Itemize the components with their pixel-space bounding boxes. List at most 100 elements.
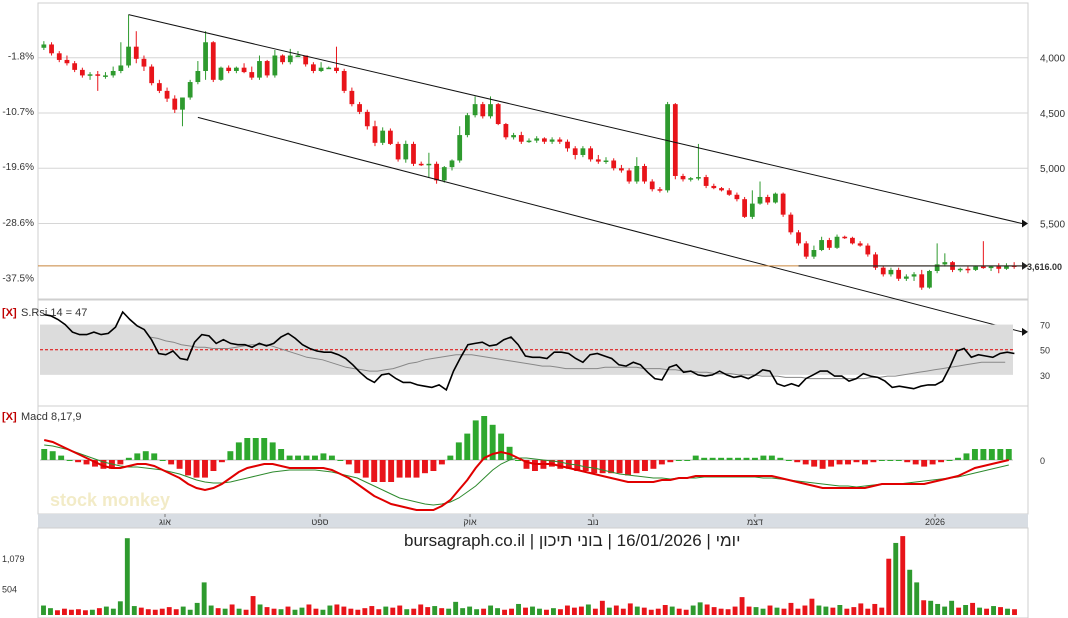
volume-bar xyxy=(627,603,633,615)
candle-body xyxy=(580,148,586,155)
macd-histogram-bar xyxy=(345,460,352,465)
price-panel-bg xyxy=(37,2,1029,300)
candle-body xyxy=(595,159,601,162)
candle-body xyxy=(1004,265,1009,269)
volume-bar xyxy=(82,610,88,615)
macd-histogram-bar xyxy=(455,442,462,460)
volume-bar xyxy=(865,608,871,615)
volume-bar xyxy=(383,606,389,615)
macd-histogram-bar xyxy=(684,460,691,461)
volume-bar xyxy=(788,602,794,615)
candle-body xyxy=(688,178,694,180)
macd-histogram-bar xyxy=(675,460,682,461)
channel-upper-line xyxy=(128,14,1023,224)
macd-close-marker[interactable]: [X] xyxy=(2,411,17,423)
watermark-logo: stock monkey xyxy=(50,490,170,510)
volume-bar xyxy=(446,608,452,615)
candle-body xyxy=(280,55,285,63)
macd-histogram-bar xyxy=(785,460,792,461)
volume-bar xyxy=(180,606,186,615)
macd-histogram-bar xyxy=(557,460,564,469)
volume-bar xyxy=(341,606,347,615)
candle-body xyxy=(903,276,909,279)
candle-body xyxy=(218,67,224,80)
volume-bar xyxy=(928,600,934,615)
volume-bar xyxy=(544,609,549,615)
volume-bar xyxy=(795,608,801,615)
volume-bar xyxy=(418,604,424,615)
volume-bar xyxy=(914,582,920,615)
price-axis: 5,500 5,000 4,500 4,000 -1.8% -10.7% -19.6% -28… xyxy=(2,52,1065,285)
candle-body xyxy=(672,104,678,176)
candle-body xyxy=(542,138,547,142)
candle-body xyxy=(441,167,447,181)
candle-body xyxy=(626,170,632,182)
candle-body xyxy=(95,74,101,76)
candle-body xyxy=(973,266,979,270)
macd-histogram-bar xyxy=(142,451,149,460)
macd-histogram-bar xyxy=(599,460,606,474)
candle-body xyxy=(364,111,370,127)
month-label: אוג xyxy=(159,517,171,527)
candle-body xyxy=(103,75,108,77)
volume-bar xyxy=(1005,608,1010,615)
candle-body xyxy=(780,193,786,215)
macd-histogram-bar xyxy=(515,460,522,461)
volume-bar xyxy=(893,542,899,615)
channel-lower-line xyxy=(197,116,1023,333)
candle-body xyxy=(310,64,316,71)
price-tick-label: 5,500 xyxy=(1040,219,1065,230)
macd-histogram-bar xyxy=(464,433,471,460)
volume-bar xyxy=(977,607,983,615)
macd-histogram-bar xyxy=(244,438,251,460)
rsi-close-marker[interactable]: [X] xyxy=(2,307,17,319)
volume-bar xyxy=(872,603,878,615)
candle-body xyxy=(79,69,85,76)
macd-histogram-bar xyxy=(980,449,987,460)
volume-bar xyxy=(753,607,759,615)
volume-bar xyxy=(502,609,507,615)
candle-body xyxy=(457,135,463,161)
macd-histogram-bar xyxy=(193,460,200,478)
volume-bar xyxy=(250,596,256,615)
volume-bar xyxy=(278,609,284,615)
volume-bar xyxy=(998,607,1003,615)
candle-body xyxy=(526,140,532,143)
candle-body xyxy=(411,143,416,164)
candle-body xyxy=(826,240,832,248)
macd-histogram-bar xyxy=(489,424,496,460)
macd-histogram-bar xyxy=(83,460,90,465)
volume-bar xyxy=(851,607,857,615)
volume-bar xyxy=(460,608,466,615)
volume-bar xyxy=(781,608,787,615)
macd-histogram-bar xyxy=(202,460,208,478)
macd-histogram-bar xyxy=(498,433,505,460)
macd-histogram-bar xyxy=(692,455,699,460)
volume-bar xyxy=(467,606,473,615)
candle-body xyxy=(203,42,208,71)
candle-body xyxy=(465,115,470,136)
volume-bar xyxy=(355,609,361,615)
macd-histogram-bar xyxy=(320,453,327,460)
candle-body xyxy=(742,199,748,217)
candle-body xyxy=(957,268,963,271)
month-label: דצמ xyxy=(747,517,763,527)
candle-body xyxy=(449,160,455,168)
macd-histogram-bar xyxy=(921,460,928,467)
macd-histogram-bar xyxy=(278,449,285,460)
macd-histogram-bar xyxy=(963,453,970,460)
macd-histogram-bar xyxy=(811,460,818,467)
volume-bar xyxy=(942,606,948,615)
volume-bar xyxy=(641,607,647,615)
macd-histogram-bar xyxy=(413,460,420,478)
candle-body xyxy=(803,243,809,257)
volume-bar xyxy=(488,605,494,615)
volume-bar xyxy=(760,608,766,615)
candle-body xyxy=(911,274,917,277)
macd-histogram-bar xyxy=(430,460,437,471)
macd-histogram-bar xyxy=(608,460,615,474)
volume-bar xyxy=(159,608,165,615)
macd-histogram-bar xyxy=(269,442,276,460)
candle-body xyxy=(665,104,671,191)
macd-histogram-bar xyxy=(870,460,877,463)
